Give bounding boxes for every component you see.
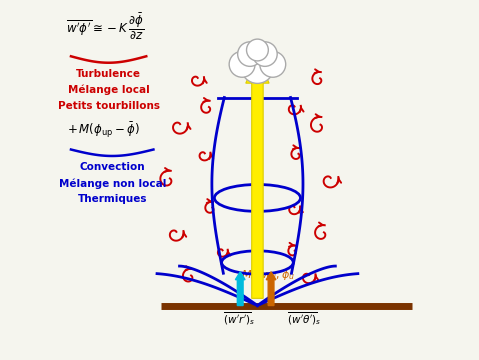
Text: $M_u,w_u,\phi_u$: $M_u,w_u,\phi_u$ bbox=[241, 268, 296, 282]
Text: Thermiques: Thermiques bbox=[78, 194, 147, 204]
Text: Convection: Convection bbox=[80, 162, 145, 172]
FancyArrow shape bbox=[266, 272, 276, 306]
Text: Mélange local: Mélange local bbox=[68, 85, 149, 95]
Circle shape bbox=[241, 51, 274, 84]
Text: Mélange non local: Mélange non local bbox=[58, 178, 166, 189]
Circle shape bbox=[252, 42, 277, 66]
Circle shape bbox=[229, 51, 255, 77]
Circle shape bbox=[247, 39, 268, 61]
Text: $\overline{w'\phi'} \cong -K\,\dfrac{\partial\bar{\phi}}{\partial z}$: $\overline{w'\phi'} \cong -K\,\dfrac{\pa… bbox=[66, 12, 144, 41]
FancyArrow shape bbox=[246, 56, 269, 298]
Text: $\overline{(w'\theta')}_{s}$: $\overline{(w'\theta')}_{s}$ bbox=[287, 311, 321, 328]
Text: Petits tourbillons: Petits tourbillons bbox=[57, 101, 160, 111]
Text: $\overline{(w'r')}_{s}$: $\overline{(w'r')}_{s}$ bbox=[223, 311, 256, 328]
Circle shape bbox=[260, 51, 285, 77]
Text: $+\,M(\phi_{\mathrm{up}}-\bar{\phi})$: $+\,M(\phi_{\mathrm{up}}-\bar{\phi})$ bbox=[68, 121, 140, 140]
Text: Turbulence: Turbulence bbox=[76, 69, 141, 79]
Circle shape bbox=[238, 42, 262, 66]
FancyArrow shape bbox=[235, 272, 245, 306]
